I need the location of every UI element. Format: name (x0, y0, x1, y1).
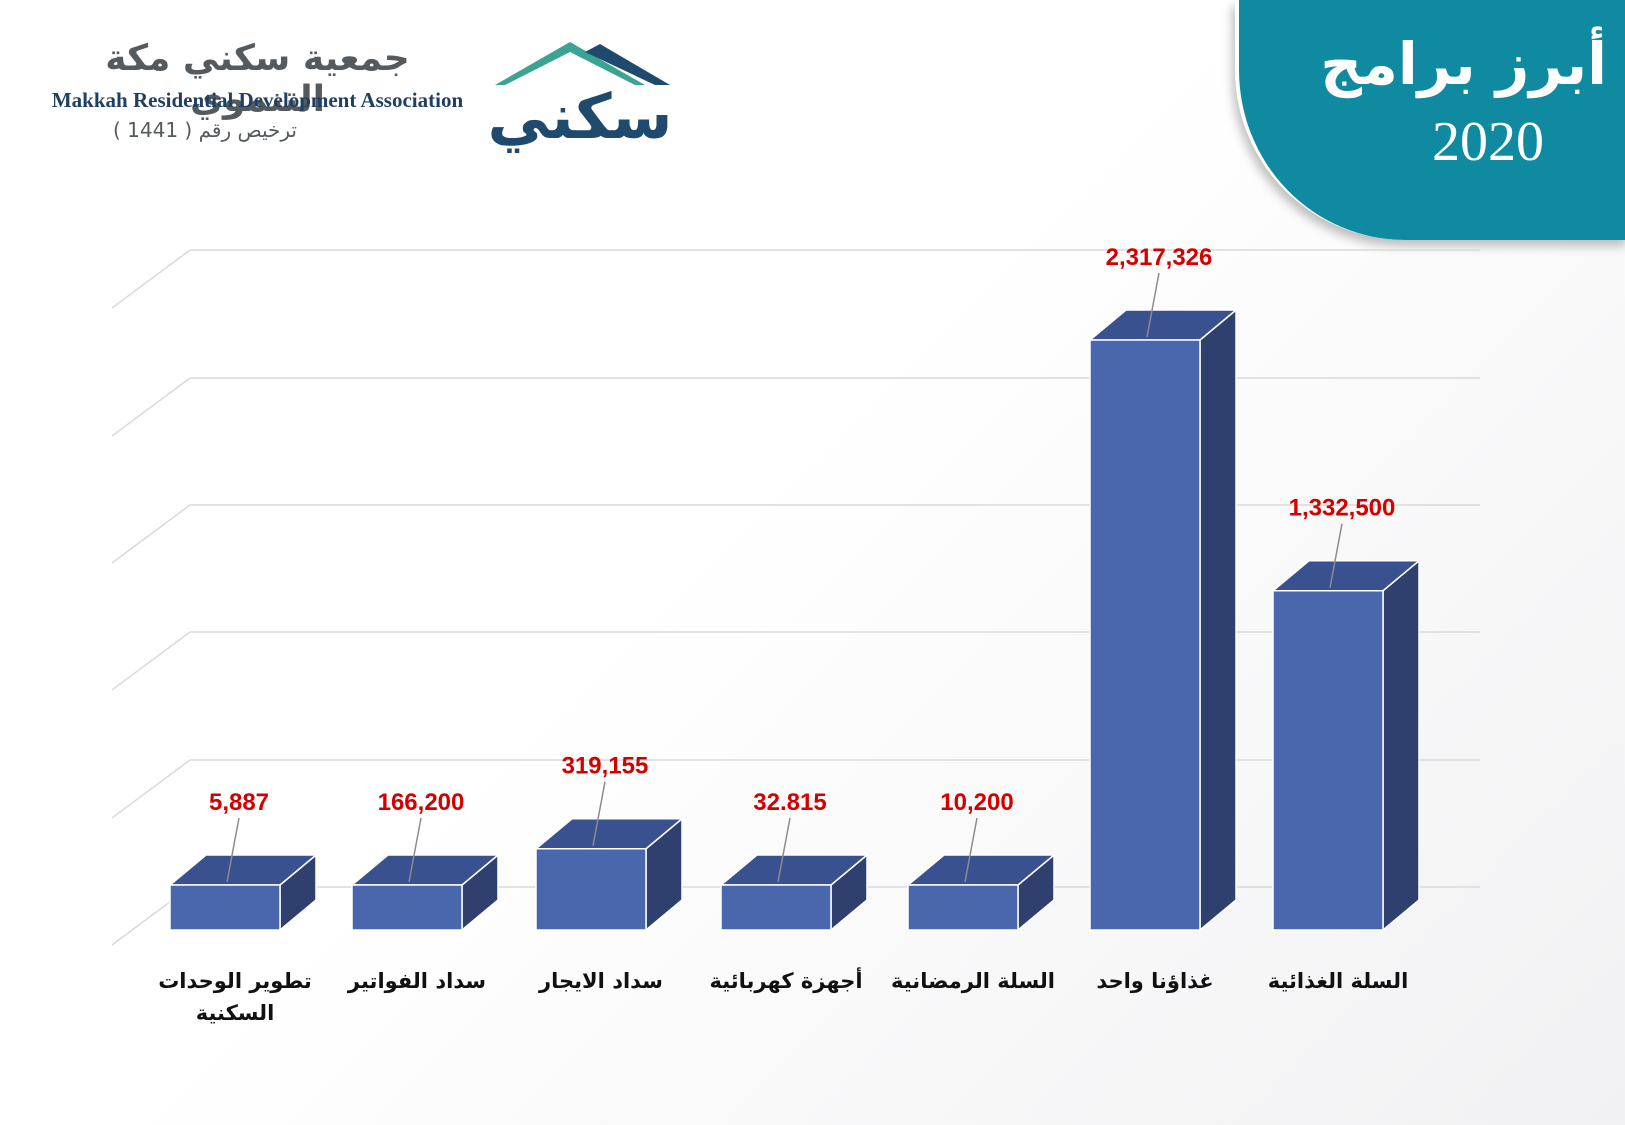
org-header: جمعية سكني مكة التنموي Makkah Residentia… (20, 30, 680, 170)
org-license: ترخيص رقم ( 1441 ) (113, 118, 297, 142)
grid-line-depth (111, 759, 191, 819)
bar-4 (718, 853, 870, 932)
data-label: 319,155 (562, 753, 649, 780)
data-label: 1,332,500 (1289, 495, 1396, 522)
grid-line-depth (111, 631, 191, 691)
data-label: 166,200 (378, 789, 465, 816)
page-title: أبرز برامج (1320, 30, 1607, 98)
page-year: 2020 (1432, 111, 1544, 173)
chart-data-labels: 5,887 166,200 319,155 32.815 10,200 2,317,326… (209, 244, 1396, 883)
bar-7 (1270, 559, 1422, 932)
bar-front (720, 884, 832, 931)
category-label: سداد الايجار (538, 969, 663, 993)
chart-bars (167, 308, 1422, 932)
bar-front (351, 884, 463, 931)
category-label: السلة الغذائية (1268, 969, 1409, 993)
bar-side (1199, 308, 1237, 932)
bar-front (1272, 589, 1384, 931)
bar-side (1382, 559, 1420, 932)
data-label: 5,887 (209, 789, 269, 816)
title-badge: أبرز برامج 2020 (1235, 0, 1625, 240)
data-label: 32.815 (753, 789, 826, 816)
data-label: 10,200 (940, 789, 1013, 816)
bar-1 (167, 853, 319, 932)
bar-front (1089, 339, 1201, 931)
data-label-leader (408, 817, 422, 883)
bar-front (907, 884, 1019, 931)
data-label-leader (1329, 523, 1343, 588)
org-logo-text: سكني (487, 80, 672, 153)
data-label-leader (1146, 272, 1160, 338)
bar-front (535, 847, 647, 931)
grid-line-depth (111, 377, 191, 437)
data-label-leader (777, 817, 791, 883)
bar-3 (533, 817, 685, 932)
bar-2 (349, 853, 501, 932)
data-label-leader (226, 817, 240, 883)
category-label: السلة الرمضانية (891, 969, 1055, 993)
bar-front (169, 884, 281, 931)
category-label: أجهزة كهربائية (709, 966, 862, 993)
category-label: السكنية (196, 1001, 275, 1025)
org-name-english: Makkah Residential Development Associati… (51, 88, 464, 112)
data-label-leader (964, 817, 978, 883)
data-label: 2,317,326 (1106, 244, 1213, 271)
bar-6 (1087, 308, 1239, 932)
data-label-leader (592, 781, 606, 846)
org-logo-icon: سكني (487, 42, 673, 153)
category-label: تطوير الوحدات (158, 969, 312, 993)
org-name-arabic: جمعية سكني مكة التنموي (105, 38, 410, 120)
bar-5 (905, 853, 1057, 932)
grid-line-depth (111, 504, 191, 564)
category-label: سداد الفواتير (347, 969, 486, 993)
category-label: غذاؤنا واحد (1096, 969, 1213, 993)
grid-line-depth (111, 249, 191, 309)
chart-category-labels: تطوير الوحدات السكنية سداد الفواتير سداد ال… (158, 966, 1408, 1025)
